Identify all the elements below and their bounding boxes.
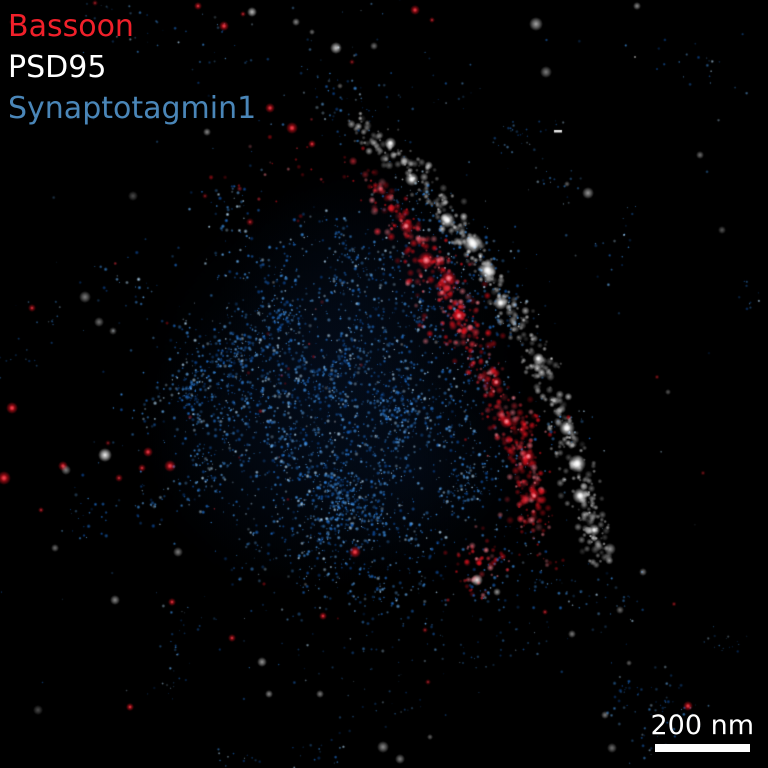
- legend-item-psd95: PSD95: [8, 50, 107, 85]
- legend-item-bassoon: Bassoon: [8, 9, 134, 44]
- scale-bar: 200 nm: [650, 711, 754, 752]
- legend-item-synaptotagmin1: Synaptotagmin1: [8, 91, 257, 126]
- scale-bar-line: [654, 744, 750, 752]
- scale-bar-label: 200 nm: [650, 710, 754, 741]
- channel-legend: Bassoon PSD95 Synaptotagmin1: [8, 6, 256, 129]
